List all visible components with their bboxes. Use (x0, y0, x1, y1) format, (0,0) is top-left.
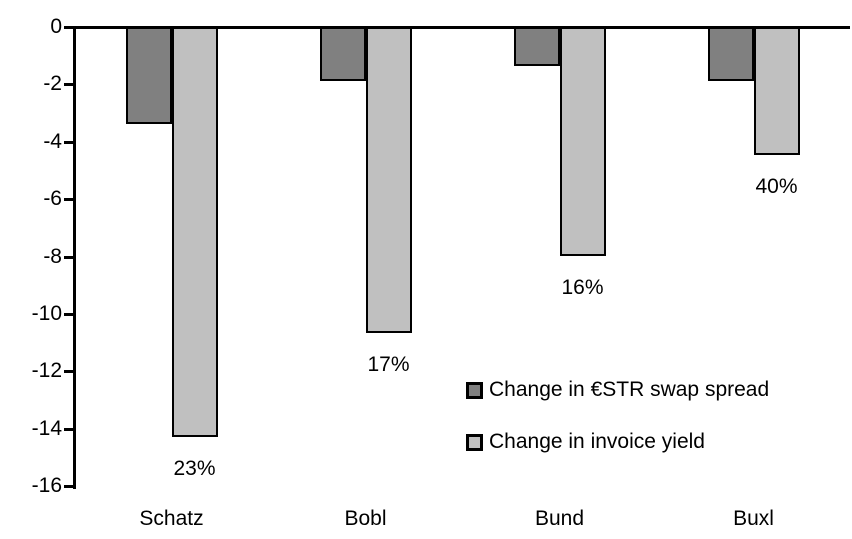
legend-label-change-in-invoice-yield: Change in invoice yield (489, 430, 705, 453)
y-axis-tick-12 (64, 370, 73, 374)
bar-change-in-str-swap-spread-buxl (707, 27, 754, 81)
bar-change-in-invoice-yield-bund (559, 27, 606, 256)
legend-swatch-change-in-invoice-yield (466, 433, 483, 451)
y-axis-tick-2 (64, 83, 73, 87)
y-tick-label-14: -14 (31, 416, 62, 440)
bar-value-label-schatz: 23% (173, 456, 216, 480)
bar-value-label-bobl: 17% (367, 353, 410, 377)
bar-change-in-str-swap-spread-schatz (125, 27, 172, 124)
y-tick-label-4: -4 (43, 129, 62, 153)
bar-change-in-invoice-yield-buxl (753, 27, 800, 156)
zero-axis-line (64, 26, 850, 29)
x-label-buxl: Buxl (733, 507, 774, 530)
y-tick-label-2: -2 (43, 72, 62, 96)
y-tick-label-16: -16 (31, 474, 62, 498)
y-tick-label-6: -6 (43, 187, 62, 211)
y-axis-tick-14 (64, 427, 73, 431)
bar-value-label-buxl: 40% (755, 175, 798, 199)
legend-item-change-in-invoice-yield: Change in invoice yield (466, 431, 705, 453)
bar-change-in-str-swap-spread-bobl (319, 27, 366, 81)
y-axis-tick-6 (64, 198, 73, 202)
y-tick-label-12: -12 (31, 359, 62, 383)
legend-label-change-in-str-swap-spread: Change in €STR swap spread (489, 378, 770, 401)
y-axis-tick-0 (64, 26, 73, 29)
y-axis-tick-16 (64, 485, 73, 489)
y-tick-label-8: -8 (43, 244, 62, 268)
bar-change-in-str-swap-spread-bund (513, 27, 560, 67)
y-axis-tick-8 (64, 255, 73, 259)
legend-swatch-change-in-str-swap-spread (466, 381, 483, 399)
x-label-bund: Bund (534, 507, 585, 530)
bar-value-label-bund: 16% (561, 275, 604, 299)
bar-change-in-invoice-yield-schatz (171, 27, 218, 437)
y-axis-tick-10 (64, 313, 73, 316)
x-label-bobl: Bobl (344, 507, 387, 530)
y-tick-label-0: 0 (50, 15, 62, 38)
x-label-schatz: Schatz (139, 507, 204, 530)
y-axis-tick-4 (64, 140, 73, 144)
bar-change-in-invoice-yield-bobl (365, 27, 412, 334)
legend-item-change-in-str-swap-spread: Change in €STR swap spread (466, 379, 769, 401)
y-tick-label-10: -10 (31, 302, 62, 325)
y-axis-line (73, 26, 76, 490)
